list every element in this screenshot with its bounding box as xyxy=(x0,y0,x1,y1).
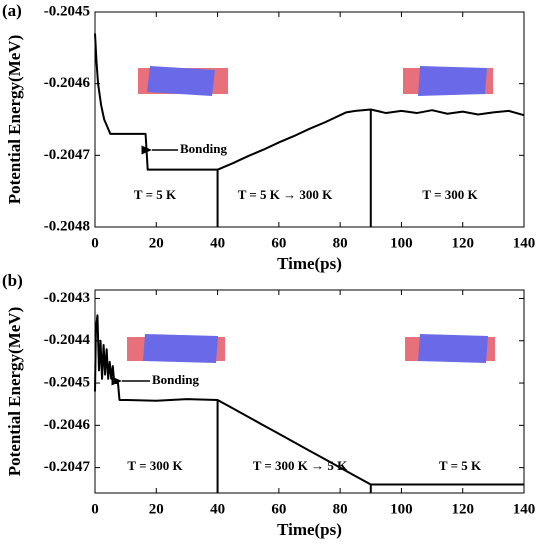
y-tick-label: -0.2046 xyxy=(44,417,91,433)
x-axis-title: Time(ps) xyxy=(277,254,342,273)
data-line xyxy=(94,314,524,486)
panel-label: (a) xyxy=(2,1,22,20)
annotation: T = 5 K xyxy=(134,187,177,202)
annotation: T = 300 K xyxy=(422,187,478,202)
x-tick-label: 100 xyxy=(390,501,413,517)
annotation: Bonding xyxy=(152,372,199,387)
y-tick-label: -0.2043 xyxy=(44,290,90,306)
annotation: T = 5 K xyxy=(439,458,482,473)
x-tick-label: 0 xyxy=(91,235,99,251)
plot-frame xyxy=(94,11,525,228)
inset-b-right xyxy=(405,334,495,363)
x-tick-label: 20 xyxy=(149,235,164,251)
x-tick-label: 120 xyxy=(451,501,474,517)
inset-b-left xyxy=(127,334,225,363)
x-tick-label: 20 xyxy=(149,501,164,517)
y-tick-label: -0.2047 xyxy=(44,147,91,163)
y-axis-title: Potential Energy(MeV) xyxy=(5,307,24,476)
y-axis-title: Potential Energy(MeV) xyxy=(5,35,24,204)
x-tick-label: 60 xyxy=(271,501,286,517)
x-tick-label: 60 xyxy=(271,235,286,251)
y-tick-label: -0.2047 xyxy=(44,459,91,475)
x-tick-label: 100 xyxy=(390,235,413,251)
panel-label: (b) xyxy=(2,271,23,290)
x-tick-label: 40 xyxy=(210,235,225,251)
y-tick-label: -0.2045 xyxy=(44,3,90,19)
annotation: Bonding xyxy=(180,141,227,156)
y-tick-label: -0.2044 xyxy=(44,332,91,348)
x-axis-title: Time(ps) xyxy=(277,520,342,539)
x-tick-label: 40 xyxy=(210,501,225,517)
x-tick-label: 80 xyxy=(333,501,348,517)
x-tick-label: 140 xyxy=(513,235,536,251)
y-tick-label: -0.2048 xyxy=(44,218,90,234)
data-line xyxy=(94,33,525,171)
x-tick-label: 0 xyxy=(91,501,99,517)
y-tick-label: -0.2046 xyxy=(44,75,91,91)
inset-a-left xyxy=(138,66,228,96)
inset-a-right xyxy=(403,66,493,96)
annotation: T = 300 K xyxy=(127,458,183,473)
annotation: T = 300 K → 5 K xyxy=(253,458,348,473)
x-tick-label: 80 xyxy=(333,235,348,251)
annotation: T = 5 K → 300 K xyxy=(238,187,333,202)
x-tick-label: 120 xyxy=(451,235,474,251)
x-tick-label: 140 xyxy=(513,501,536,517)
y-tick-label: -0.2045 xyxy=(44,374,90,390)
